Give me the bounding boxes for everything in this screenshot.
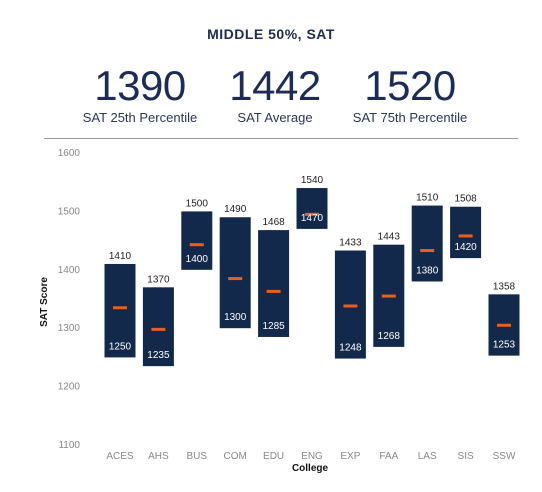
range-bar: [104, 263, 136, 358]
range-bar: [411, 205, 443, 282]
y-tick-label: 1400: [58, 265, 81, 276]
x-axis-label: College: [292, 463, 329, 474]
y-axis-label: SAT Score: [39, 277, 50, 327]
low-value-label: 1470: [301, 213, 324, 224]
x-category-label: COM: [224, 451, 247, 462]
average-marker: [381, 294, 396, 298]
high-value-label: 1410: [109, 251, 132, 262]
x-category-label: ACES: [106, 451, 134, 462]
y-tick-label: 1600: [58, 148, 81, 159]
low-value-label: 1253: [493, 340, 516, 351]
y-tick-label: 1100: [58, 440, 80, 451]
stat-25th-value: 1390: [94, 62, 186, 109]
high-value-label: 1540: [301, 175, 324, 186]
average-marker: [189, 243, 204, 247]
low-value-label: 1420: [454, 242, 477, 253]
low-value-label: 1248: [339, 343, 362, 354]
x-category-label: EDU: [263, 451, 284, 462]
y-tick-label: 1500: [58, 206, 81, 217]
x-category-label: ENG: [301, 451, 323, 462]
low-value-label: 1268: [378, 331, 401, 342]
average-marker: [343, 304, 358, 308]
divider-line: [44, 138, 518, 139]
range-bar: [219, 217, 251, 329]
low-value-label: 1250: [109, 341, 132, 352]
stat-75th: 1520 SAT 75th Percentile: [330, 62, 490, 126]
stat-75th-label: SAT 75th Percentile: [352, 110, 468, 125]
high-value-label: 1370: [147, 274, 170, 285]
x-category-label: LAS: [418, 451, 437, 462]
high-value-label: 1510: [416, 193, 439, 204]
high-value-label: 1500: [186, 198, 209, 209]
high-value-label: 1358: [493, 281, 516, 292]
x-category-label: SSW: [493, 451, 516, 462]
range-bar: [296, 188, 328, 229]
x-category-label: AHS: [148, 451, 169, 462]
range-bar: [181, 211, 213, 270]
stat-average-value: 1442: [229, 62, 321, 109]
average-marker: [151, 327, 166, 331]
low-value-label: 1285: [262, 321, 285, 332]
stats-row: 1390 SAT 25th Percentile 1442 SAT Averag…: [0, 62, 542, 132]
stat-25th: 1390 SAT 25th Percentile: [60, 62, 220, 126]
average-marker: [305, 212, 319, 216]
high-value-label: 1468: [262, 217, 285, 228]
high-value-label: 1490: [224, 204, 247, 215]
low-value-label: 1300: [224, 312, 247, 323]
average-marker: [420, 249, 435, 253]
stat-average: 1442 SAT Average: [195, 62, 355, 126]
chart-title: MIDDLE 50%, SAT: [207, 26, 335, 42]
low-value-label: 1400: [186, 254, 209, 265]
high-value-label: 1433: [339, 238, 362, 249]
range-bar: [450, 206, 482, 259]
average-marker: [113, 306, 127, 310]
low-value-label: 1380: [416, 265, 439, 276]
x-category-label: BUS: [187, 451, 208, 462]
y-tick-label: 1300: [58, 323, 81, 334]
range-bar: [258, 230, 290, 337]
average-marker: [228, 277, 243, 281]
x-category-label: EXP: [340, 451, 360, 462]
average-marker: [497, 323, 511, 327]
average-marker: [266, 289, 281, 293]
low-value-label: 1235: [147, 350, 170, 361]
stat-75th-value: 1520: [364, 62, 456, 109]
x-category-label: FAA: [379, 451, 398, 462]
high-value-label: 1508: [454, 194, 477, 205]
y-tick-label: 1200: [58, 382, 81, 393]
high-value-label: 1443: [378, 232, 401, 243]
stat-25th-label: SAT 25th Percentile: [82, 110, 198, 125]
average-marker: [458, 234, 473, 238]
range-bar: [142, 287, 174, 367]
stat-average-label: SAT Average: [237, 110, 313, 125]
x-category-label: SIS: [458, 451, 474, 462]
